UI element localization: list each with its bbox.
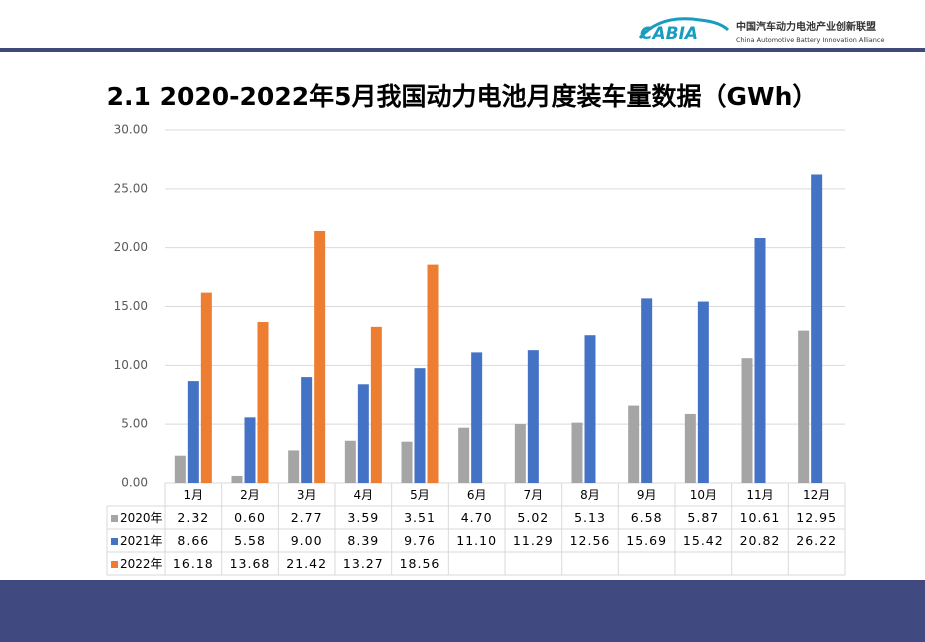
y-tick-label: 20.00 — [114, 240, 148, 254]
table-value: 15.69 — [626, 533, 667, 548]
bar — [584, 335, 596, 483]
table-value: 2.32 — [177, 510, 209, 525]
table-value: 16.18 — [173, 556, 214, 571]
bar — [401, 441, 413, 483]
bar — [697, 301, 709, 483]
x-tick-label: 4月 — [354, 488, 374, 502]
table-value: 3.51 — [404, 510, 436, 525]
footer-band — [0, 580, 925, 642]
table-value: 26.22 — [796, 533, 837, 548]
table-value: 21.42 — [286, 556, 327, 571]
legend-label: 2021年 — [120, 534, 163, 548]
bar — [514, 423, 526, 483]
bar — [641, 298, 653, 483]
x-tick-label: 7月 — [524, 488, 544, 502]
legend-swatch — [111, 561, 118, 568]
x-tick-label: 11月 — [746, 488, 773, 502]
bar — [370, 326, 382, 483]
logo-swoosh — [638, 17, 730, 39]
table-value: 12.95 — [796, 510, 837, 525]
bar — [257, 322, 269, 483]
org-cn: 中国汽车动力电池产业创新联盟 — [736, 20, 876, 33]
table-value: 12.56 — [570, 533, 611, 548]
table-value: 9.00 — [291, 533, 323, 548]
legend-swatch — [111, 538, 118, 545]
legend-label: 2022年 — [120, 557, 163, 571]
x-tick-label: 6月 — [467, 488, 487, 502]
bar — [301, 377, 313, 483]
table-value: 9.76 — [404, 533, 436, 548]
table-value: 5.13 — [574, 510, 606, 525]
table-value: 5.02 — [517, 510, 549, 525]
table-value: 11.10 — [456, 533, 497, 548]
bar — [798, 330, 810, 483]
bar — [357, 384, 369, 483]
bar — [684, 413, 696, 483]
y-tick-label: 15.00 — [114, 299, 148, 313]
bar — [174, 455, 186, 483]
bar — [187, 381, 199, 483]
plot: 0.00 5.00 10.00 15.00 20.00 25.00 30.00 1月 2月 3月 4… — [106, 123, 846, 576]
x-tick-label: 12月 — [803, 488, 830, 502]
bar — [458, 427, 470, 483]
table-value: 18.56 — [400, 556, 441, 571]
bar — [414, 368, 426, 483]
x-tick-label: 5月 — [410, 488, 430, 502]
bar — [571, 422, 583, 483]
table-value: 15.42 — [683, 533, 724, 548]
x-tick-label: 8月 — [580, 488, 600, 502]
bar — [344, 440, 356, 483]
bar — [754, 238, 766, 483]
y-tick-label: 10.00 — [114, 358, 148, 372]
y-tick-label: 0.00 — [121, 476, 148, 490]
chart-title: 2.1 2020-2022年5月我国动力电池月度装车量数据（GWh） — [107, 82, 818, 111]
legend-label: 2020年 — [120, 511, 163, 525]
x-tick-label: 3月 — [297, 488, 317, 502]
x-tick-label: 9月 — [637, 488, 657, 502]
y-tick-label: 25.00 — [114, 181, 148, 195]
bar — [231, 475, 243, 483]
x-tick-label: 2月 — [240, 488, 260, 502]
logo-text: CABIA — [640, 24, 698, 44]
bar — [628, 405, 640, 483]
table-value: 3.59 — [347, 510, 379, 525]
table-value: 5.87 — [687, 510, 719, 525]
table-value: 13.68 — [230, 556, 271, 571]
bar — [471, 352, 483, 483]
y-tick-label: 5.00 — [121, 417, 148, 431]
x-tick-label: 1月 — [184, 488, 204, 502]
table-value: 11.29 — [513, 533, 554, 548]
table-value: 13.27 — [343, 556, 384, 571]
bar — [811, 174, 823, 483]
table-value: 2.77 — [291, 510, 323, 525]
bar — [314, 230, 326, 483]
y-tick-label: 30.00 — [114, 123, 148, 137]
bar — [527, 350, 539, 483]
table-value: 4.70 — [461, 510, 493, 525]
x-tick-label: 10月 — [690, 488, 717, 502]
table-value: 20.82 — [740, 533, 781, 548]
bar — [200, 292, 212, 483]
bar — [427, 264, 439, 483]
table-value: 8.66 — [177, 533, 209, 548]
org-en: China Automotive Battery Innovation Alli… — [736, 36, 884, 44]
bar — [741, 358, 753, 483]
table-value: 10.61 — [740, 510, 781, 525]
bar — [288, 450, 300, 483]
table-value: 8.39 — [347, 533, 379, 548]
table-value: 0.60 — [234, 510, 266, 525]
table-value: 6.58 — [631, 510, 663, 525]
bar — [244, 417, 256, 483]
table-value: 5.58 — [234, 533, 266, 548]
legend-swatch — [111, 515, 118, 522]
header-rule — [0, 48, 925, 52]
